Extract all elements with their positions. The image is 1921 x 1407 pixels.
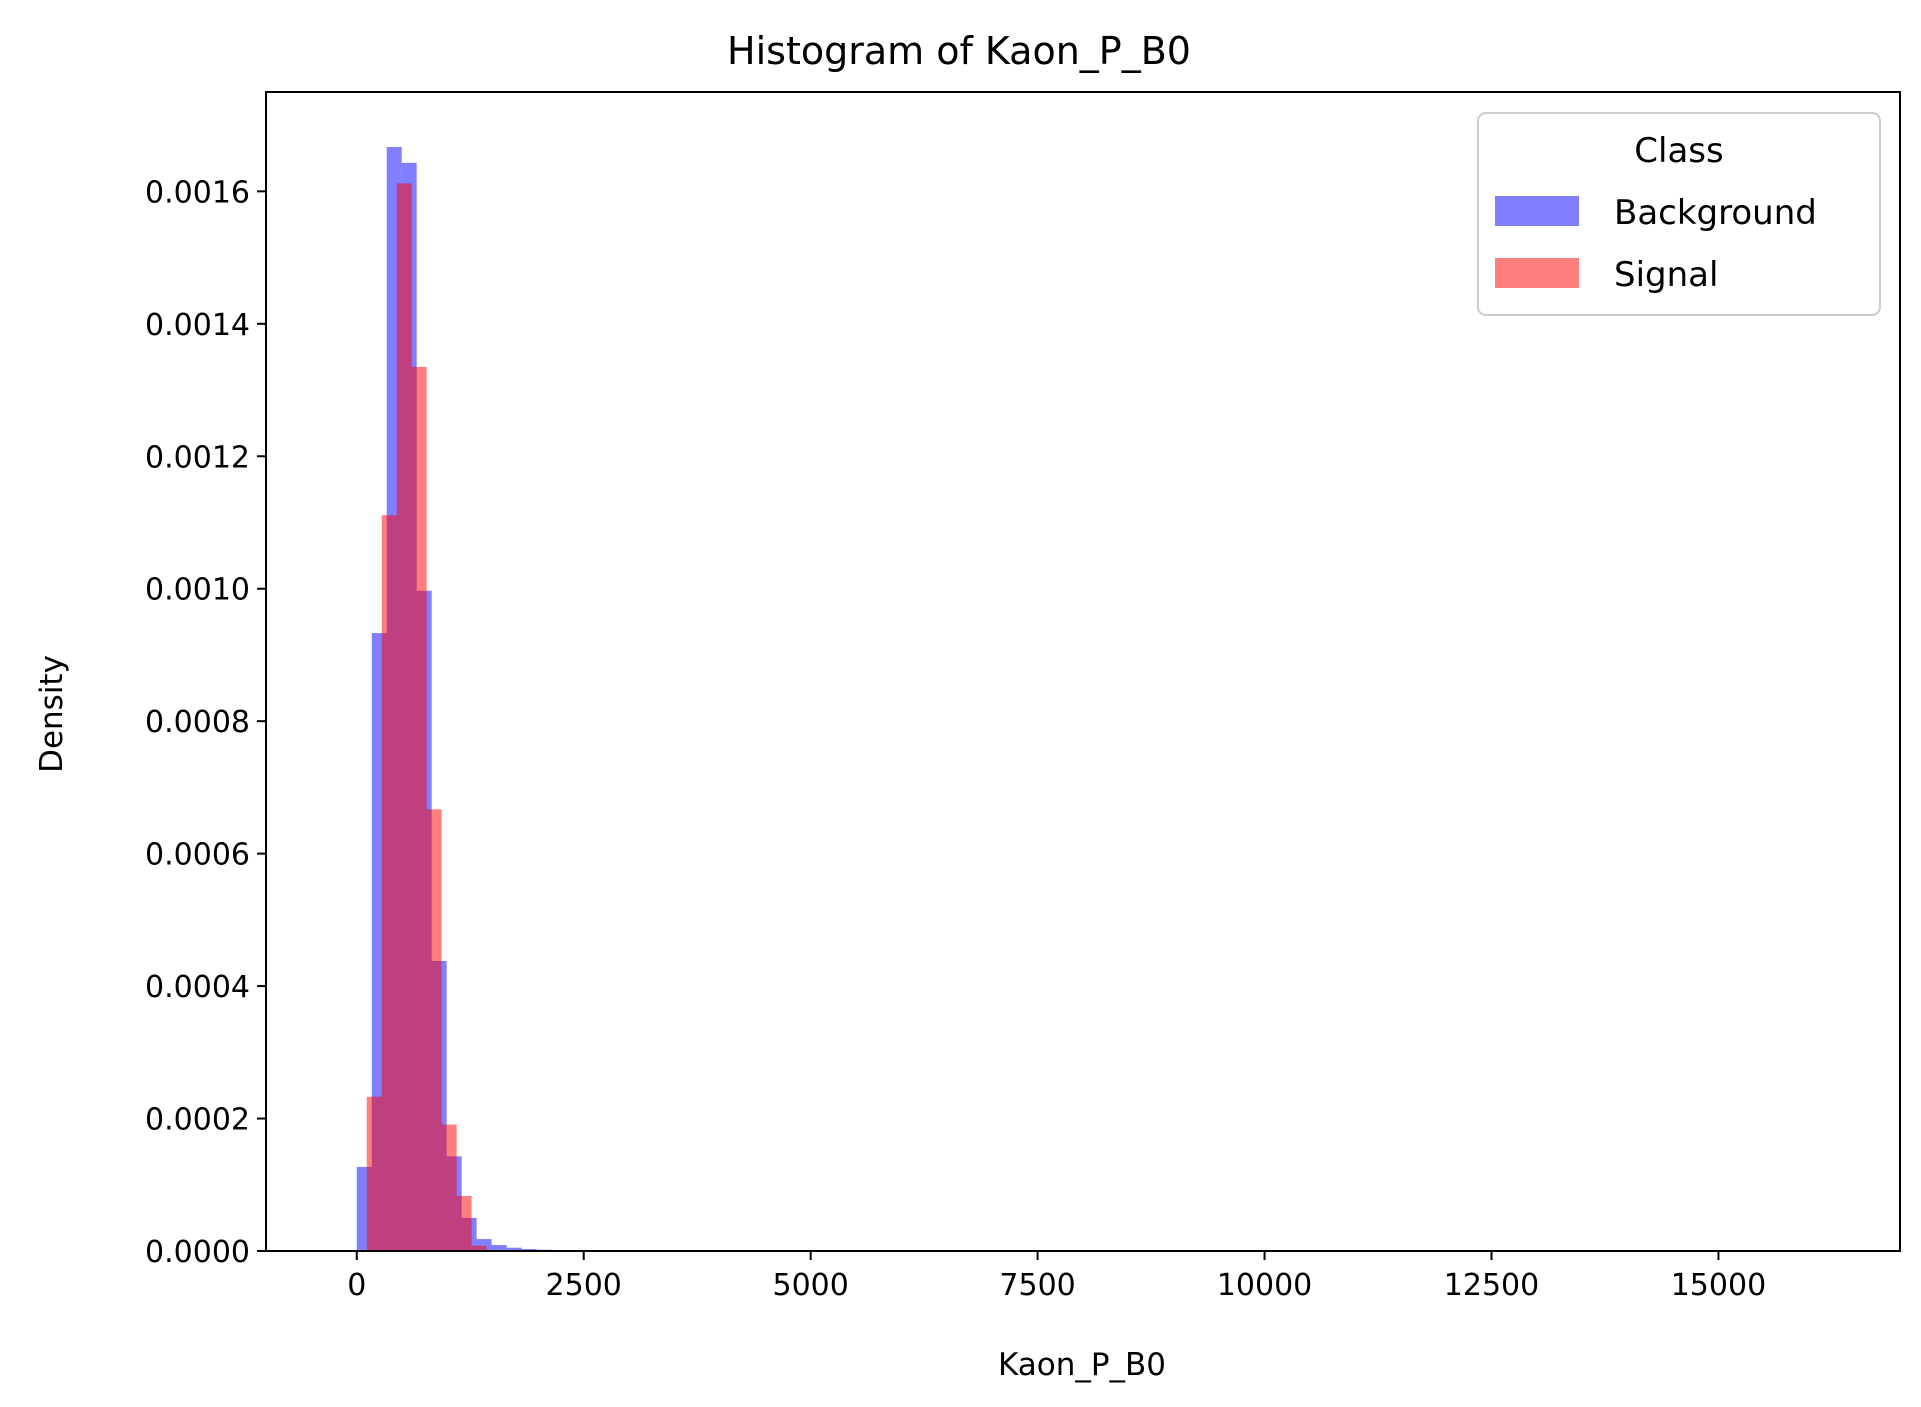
x-tick-label: 0	[347, 1268, 366, 1303]
bar-background-8	[476, 1239, 492, 1251]
x-tick-label: 15000	[1671, 1268, 1766, 1303]
x-tick-label: 2500	[546, 1268, 622, 1303]
bar-signal-4	[426, 809, 442, 1251]
bar-signal-1	[381, 515, 397, 1251]
x-tick-label: 12500	[1444, 1268, 1539, 1303]
bars-layer	[356, 146, 552, 1252]
x-tick-label: 7500	[999, 1268, 1075, 1303]
x-tick-label: 10000	[1217, 1268, 1312, 1303]
x-tick-label: 5000	[772, 1268, 848, 1303]
y-tick-label: 0.0012	[145, 440, 250, 475]
y-tick-label: 0.0000	[145, 1235, 250, 1270]
bar-signal-7	[471, 1245, 487, 1251]
y-tick-label: 0.0004	[145, 970, 250, 1005]
bar-signal-5	[441, 1124, 457, 1251]
y-axis-title: Density	[34, 655, 70, 773]
y-tick-label: 0.0008	[145, 705, 250, 740]
bar-signal-6	[456, 1196, 472, 1251]
legend-label-background: Background	[1614, 193, 1817, 233]
y-tick-label: 0.0002	[145, 1103, 250, 1138]
legend-swatch-background	[1495, 196, 1579, 226]
y-tick-label: 0.0006	[145, 838, 250, 873]
legend: Class Background Signal	[1477, 112, 1881, 316]
bar-background-10	[506, 1247, 522, 1251]
legend-label-signal: Signal	[1614, 255, 1718, 295]
x-axis-title: Kaon_P_B0	[998, 1347, 1166, 1383]
y-tick-label: 0.0010	[145, 573, 250, 608]
bar-background-9	[491, 1245, 507, 1251]
y-tick-label: 0.0014	[145, 308, 250, 343]
chart-title: Histogram of Kaon_P_B0	[727, 29, 1191, 73]
plot-frame	[265, 91, 1901, 1252]
legend-title: Class	[1634, 131, 1723, 171]
bar-signal-0	[366, 1096, 382, 1251]
axes-layer: 0 2500 5000 7500 10000 12500 15000 0.0000 0.0002…	[145, 91, 1901, 1303]
legend-swatch-signal	[1495, 258, 1579, 288]
bar-signal-2	[396, 183, 412, 1251]
y-tick-label: 0.0016	[145, 175, 250, 210]
bar-signal-3	[411, 366, 427, 1252]
